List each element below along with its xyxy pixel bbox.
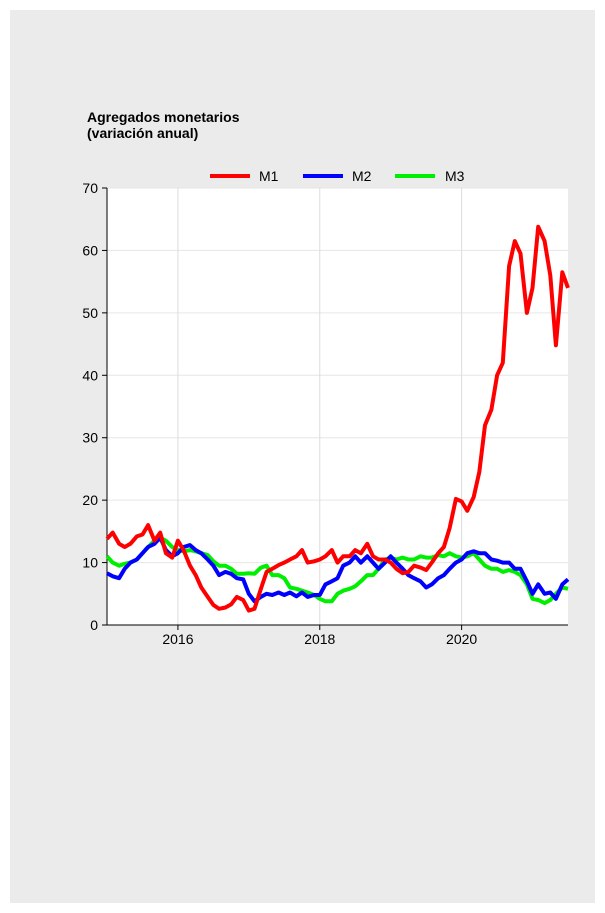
legend-label-m3: M3 bbox=[445, 168, 465, 184]
x-tick-label: 2016 bbox=[162, 631, 193, 647]
legend-label-m1: M1 bbox=[259, 168, 279, 184]
y-tick-label: 0 bbox=[90, 617, 98, 633]
y-tick-label: 60 bbox=[82, 242, 98, 258]
y-tick-label: 10 bbox=[82, 555, 98, 571]
series-line-m1 bbox=[105, 224, 570, 613]
chart-axes: 0 10 20 30 40 50 60 70 2016 2018 2020 bbox=[82, 180, 568, 647]
y-tick-label: 20 bbox=[82, 492, 98, 508]
legend-label-m2: M2 bbox=[352, 168, 372, 184]
y-tick-label: 50 bbox=[82, 305, 98, 321]
y-tick-label: 70 bbox=[82, 180, 98, 196]
chart-legend: M1 M2 M3 bbox=[210, 168, 465, 184]
x-tick-label: 2018 bbox=[304, 631, 335, 647]
x-tick-label: 2020 bbox=[446, 631, 477, 647]
y-tick-label: 40 bbox=[82, 367, 98, 383]
chart-series bbox=[105, 224, 570, 613]
y-tick-label: 30 bbox=[82, 430, 98, 446]
chart-title: Agregados monetarios bbox=[87, 109, 240, 125]
chart-subtitle: (variación anual) bbox=[87, 125, 199, 141]
chart-title-block: Agregados monetarios (variación anual) bbox=[87, 109, 239, 141]
